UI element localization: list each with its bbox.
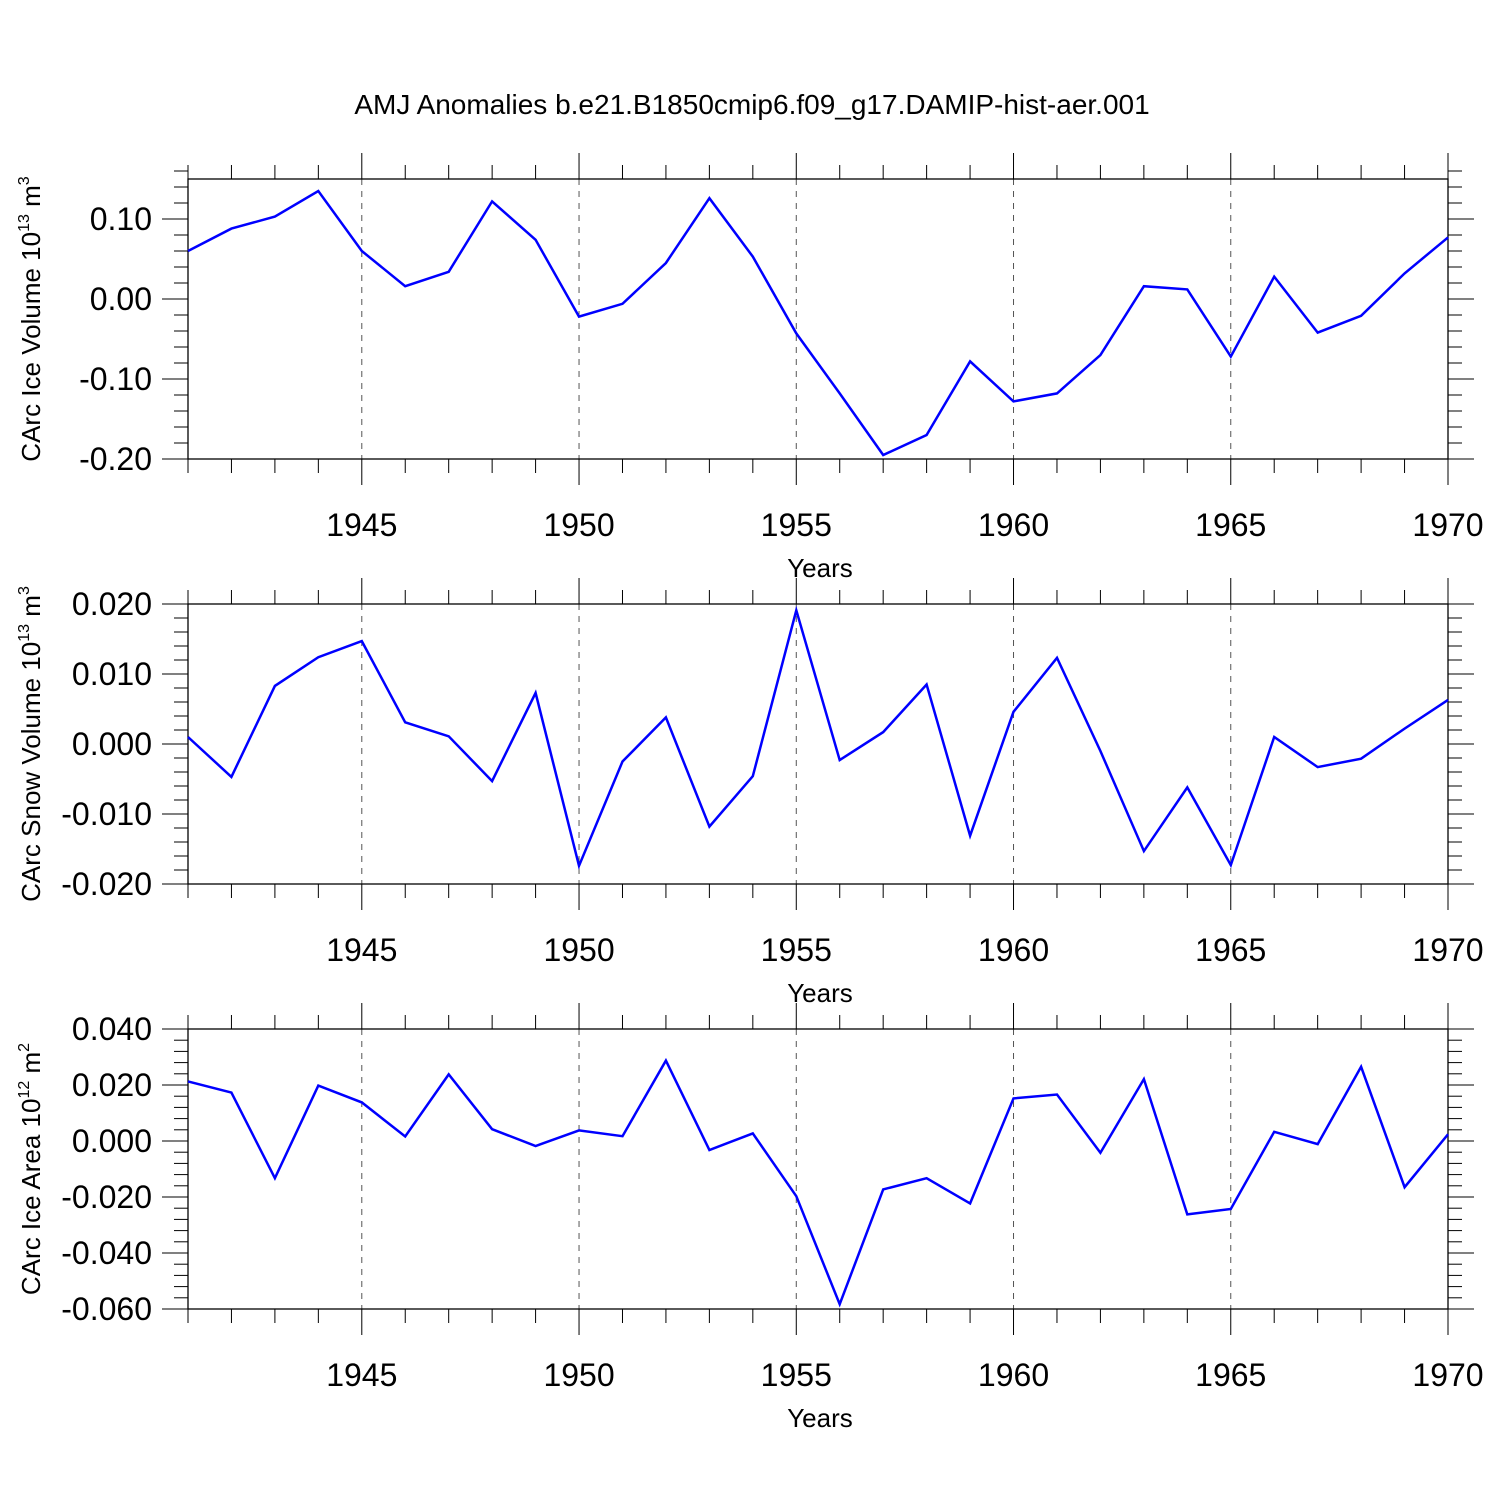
y-tick-label: 0.10 xyxy=(90,201,152,237)
x-tick-label: 1955 xyxy=(761,932,832,968)
y-tick-label: -0.10 xyxy=(79,361,152,397)
y-tick-label: -0.040 xyxy=(61,1235,152,1271)
x-tick-label: 1965 xyxy=(1195,507,1266,543)
x-tick-label: 1960 xyxy=(978,1357,1049,1393)
plot-frame xyxy=(187,178,1449,460)
x-tick-label: 1970 xyxy=(1412,507,1483,543)
y-tick-label: 0.000 xyxy=(72,726,152,762)
y-axis-label: CArc Snow Volume 1013 m3 xyxy=(16,586,46,902)
y-tick-label: 0.010 xyxy=(72,656,152,692)
x-tick-label: 1955 xyxy=(761,507,832,543)
chart-title: AMJ Anomalies b.e21.B1850cmip6.f09_g17.D… xyxy=(354,89,1149,120)
x-tick-label: 1970 xyxy=(1412,932,1483,968)
plot-frame xyxy=(187,603,1449,885)
y-tick-label: -0.010 xyxy=(61,796,152,832)
y-tick-label: -0.20 xyxy=(79,441,152,477)
x-axis-label: Years xyxy=(787,978,853,1008)
y-tick-label: -0.060 xyxy=(61,1291,152,1327)
y-tick-label: 0.00 xyxy=(90,281,152,317)
series-line xyxy=(187,1057,1449,1308)
x-tick-label: 1965 xyxy=(1195,1357,1266,1393)
series-line xyxy=(187,189,1449,457)
x-tick-label: 1950 xyxy=(543,932,614,968)
panel-1: -0.20 -0.10 0.00 0.10 1945 1950 1955 1960 1965 19… xyxy=(16,153,1484,583)
y-tick-label: 0.000 xyxy=(72,1123,152,1159)
x-tick-label: 1945 xyxy=(326,932,397,968)
x-tick-label: 1960 xyxy=(978,932,1049,968)
y-tick-label: 0.020 xyxy=(72,1067,152,1103)
y-tick-label: -0.020 xyxy=(61,866,152,902)
x-tick-label: 1950 xyxy=(543,1357,614,1393)
y-tick-label: 0.020 xyxy=(72,586,152,622)
series-line xyxy=(187,605,1449,870)
x-axis-label: Years xyxy=(787,1403,853,1433)
y-axis-label: CArc Ice Area 1012 m2 xyxy=(16,1043,46,1295)
x-tick-label: 1955 xyxy=(761,1357,832,1393)
y-tick-label: 0.040 xyxy=(72,1011,152,1047)
panel-3: -0.060 -0.040 -0.020 0.000 0.020 0.040 1945 195… xyxy=(16,1003,1484,1433)
x-tick-label: 1945 xyxy=(326,507,397,543)
x-tick-label: 1970 xyxy=(1412,1357,1483,1393)
x-axis-label: Years xyxy=(787,553,853,583)
y-axis-label: CArc Ice Volume 1013 m3 xyxy=(16,176,46,461)
x-tick-label: 1960 xyxy=(978,507,1049,543)
x-tick-label: 1945 xyxy=(326,1357,397,1393)
y-tick-label: -0.020 xyxy=(61,1179,152,1215)
plot-frame xyxy=(187,1028,1449,1310)
x-tick-label: 1965 xyxy=(1195,932,1266,968)
panel-2: -0.020 -0.010 0.000 0.010 0.020 1945 1950 1955 1… xyxy=(16,578,1484,1008)
x-tick-label: 1950 xyxy=(543,507,614,543)
